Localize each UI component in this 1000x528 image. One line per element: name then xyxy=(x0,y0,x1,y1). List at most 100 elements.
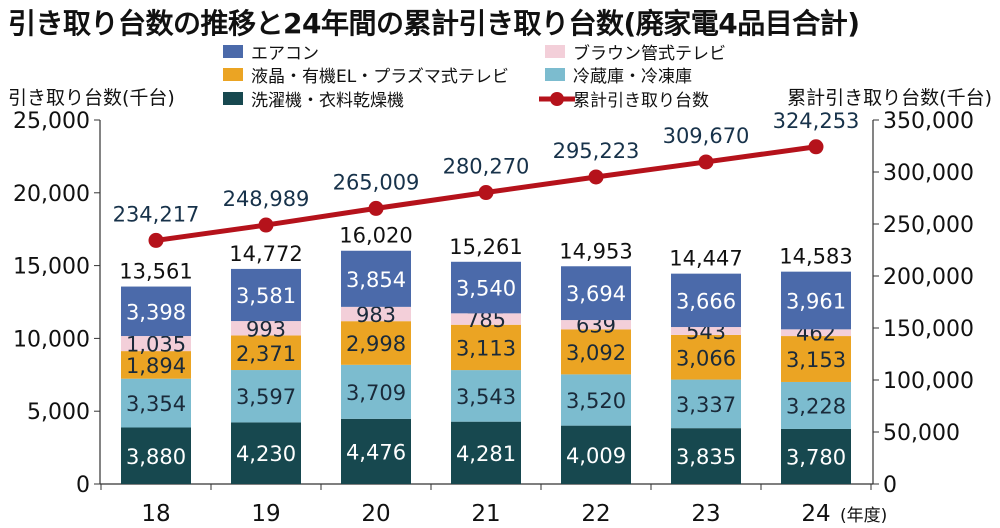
right-tick-label: 100,000 xyxy=(883,369,974,394)
bar-value-label: 3,520 xyxy=(566,389,626,413)
bar-segment xyxy=(231,335,301,371)
bar-value-label: 3,780 xyxy=(786,445,846,469)
bar-segment xyxy=(671,379,741,429)
bar-segment xyxy=(121,351,191,379)
bar-segment xyxy=(231,370,301,423)
bar-segment xyxy=(671,334,741,380)
cumulative-value-label: 280,270 xyxy=(443,155,530,179)
right-tick-label: 50,000 xyxy=(883,421,960,446)
legend-swatch xyxy=(223,68,243,81)
cumulative-value-label: 309,670 xyxy=(663,124,750,148)
bar-segment xyxy=(781,428,851,484)
bar-value-label: 3,694 xyxy=(566,282,626,306)
cumulative-point xyxy=(258,217,274,233)
bar-segment xyxy=(121,286,191,337)
bar-total-label: 15,261 xyxy=(449,235,522,259)
bar-value-label: 4,230 xyxy=(236,442,296,466)
legend-label: 冷蔵庫・冷凍庫 xyxy=(573,67,692,87)
bar-value-label: 3,540 xyxy=(456,277,516,301)
bar-value-label: 3,153 xyxy=(786,348,846,372)
bar-segment xyxy=(561,266,631,321)
right-tick-label: 0 xyxy=(883,473,897,498)
bar-value-label: 3,835 xyxy=(676,445,736,469)
bar-segment xyxy=(231,422,301,484)
x-axis-unit: (年度) xyxy=(840,506,887,526)
cumulative-point xyxy=(368,200,384,216)
bar-segment xyxy=(341,418,411,484)
bar-value-label: 3,398 xyxy=(126,300,186,324)
bar-value-label: 3,961 xyxy=(786,289,846,313)
bar-value-label: 4,009 xyxy=(566,444,626,468)
bar-segment xyxy=(341,306,411,322)
cumulative-point xyxy=(478,185,494,201)
cumulative-value-label: 265,009 xyxy=(333,170,420,194)
bar-value-label: 3,228 xyxy=(786,394,846,418)
legend-label: エアコン xyxy=(251,44,319,64)
bar-value-label: 3,092 xyxy=(566,341,626,365)
bar-segment xyxy=(781,381,851,429)
right-tick-label: 250,000 xyxy=(883,213,974,238)
right-tick-label: 200,000 xyxy=(883,265,974,290)
bar-segment xyxy=(451,421,521,484)
legend-swatch-marker xyxy=(550,92,564,106)
right-tick-label: 300,000 xyxy=(883,161,974,186)
x-tick-label: 24 xyxy=(801,501,830,527)
bar-value-label: 993 xyxy=(246,317,286,341)
left-tick-label: 25,000 xyxy=(13,109,90,134)
chart-title: 引き取り台数の推移と24年間の累計引き取り台数(廃家電4品目合計) xyxy=(8,7,860,40)
x-tick-label: 22 xyxy=(581,501,610,527)
bar-segment xyxy=(231,268,301,322)
cumulative-value-label: 234,217 xyxy=(113,202,200,226)
bar-segment xyxy=(451,261,521,314)
bar-segment xyxy=(341,364,411,419)
bar-total-label: 14,953 xyxy=(559,239,632,263)
legend-label: ブラウン管式テレビ xyxy=(573,43,726,64)
x-tick-label: 18 xyxy=(141,501,170,527)
bar-segment xyxy=(671,273,741,328)
legend-swatch xyxy=(545,68,565,81)
cumulative-point xyxy=(588,169,604,185)
legend-label: 洗濯機・衣料乾燥機 xyxy=(251,91,404,111)
bar-value-label: 3,581 xyxy=(236,284,296,308)
legend-swatch xyxy=(545,45,565,58)
bar-segment xyxy=(561,320,631,330)
cumulative-value-label: 324,253 xyxy=(773,109,860,133)
bar-segment xyxy=(561,329,631,375)
bar-segment xyxy=(451,370,521,422)
bar-value-label: 3,854 xyxy=(346,268,406,292)
left-tick-label: 5,000 xyxy=(27,400,90,425)
x-tick-label: 20 xyxy=(361,501,390,527)
bar-segment xyxy=(121,336,191,352)
cumulative-point xyxy=(698,154,714,170)
bar-value-label: 3,709 xyxy=(346,381,406,405)
left-axis-title: 引き取り台数(千台) xyxy=(8,87,175,109)
bar-value-label: 3,543 xyxy=(456,385,516,409)
left-tick-label: 20,000 xyxy=(13,182,90,207)
bar-value-label: 1,894 xyxy=(126,354,186,378)
bar-segment xyxy=(341,250,411,307)
bar-segment xyxy=(671,428,741,484)
bar-segment xyxy=(451,313,521,325)
bar-total-label: 14,583 xyxy=(779,245,852,269)
bar-segment xyxy=(671,327,741,335)
bar-segment xyxy=(231,321,301,336)
bar-value-label: 2,998 xyxy=(346,332,406,356)
bar-total-label: 16,020 xyxy=(339,224,412,248)
legend-swatch xyxy=(223,45,243,58)
bar-segment xyxy=(121,427,191,484)
bar-segment xyxy=(561,374,631,426)
bar-value-label: 4,476 xyxy=(346,440,406,464)
bar-value-label: 3,066 xyxy=(676,346,736,370)
bar-value-label: 3,666 xyxy=(676,289,736,313)
right-axis-title: 累計引き取り台数(千台) xyxy=(787,87,992,109)
bar-value-label: 4,281 xyxy=(456,442,516,466)
bar-segment xyxy=(781,271,851,330)
bar-total-label: 14,447 xyxy=(669,247,742,271)
bar-value-label: 3,597 xyxy=(236,385,296,409)
bar-total-label: 14,772 xyxy=(229,242,302,266)
bar-segment xyxy=(781,336,851,382)
legend-label: 累計引き取り台数 xyxy=(573,91,709,111)
cumulative-value-label: 295,223 xyxy=(553,139,640,163)
cumulative-point xyxy=(808,139,824,155)
